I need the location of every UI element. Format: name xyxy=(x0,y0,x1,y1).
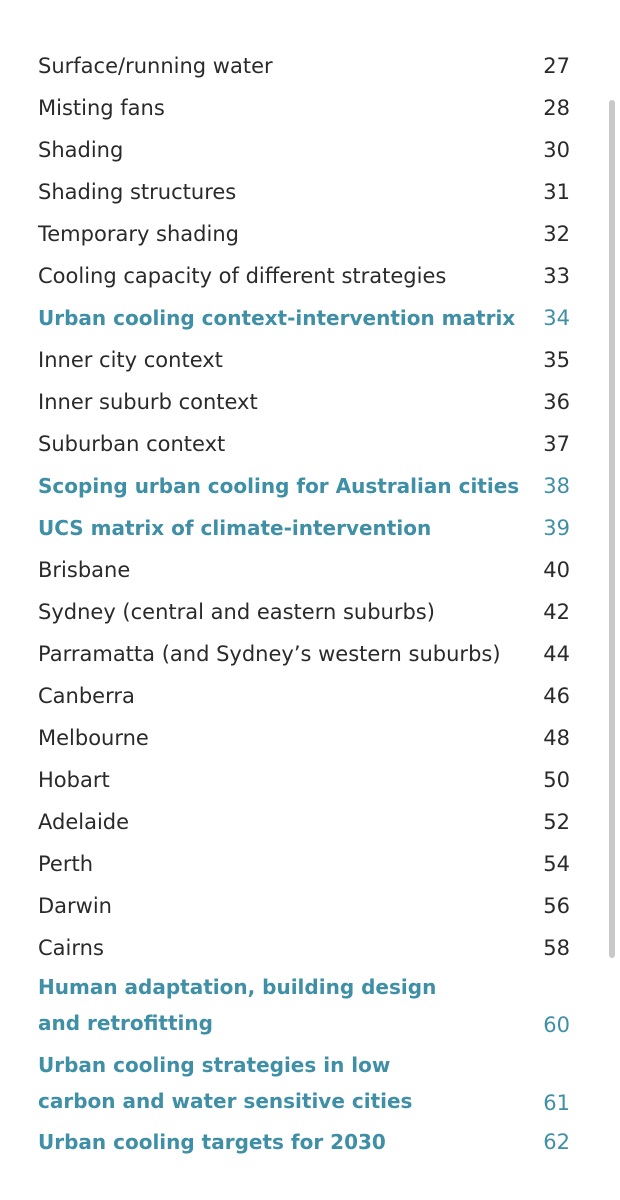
toc-entry-title: Darwin xyxy=(38,894,112,918)
toc-entry-title: Shading structures xyxy=(38,180,237,204)
toc-entry[interactable]: Brisbane 40 xyxy=(38,549,572,591)
toc-entry-title: Cooling capacity of different strategies xyxy=(38,264,447,288)
toc-entry-page: 52 xyxy=(543,810,570,834)
toc-entry-page: 32 xyxy=(543,222,570,246)
toc-section-title: Urban cooling targets for 2030 xyxy=(38,1130,386,1154)
toc-entry[interactable]: Inner suburb context 36 xyxy=(38,381,572,423)
toc-entry-title: Surface/running water xyxy=(38,54,273,78)
toc-entry-page: 35 xyxy=(543,348,570,372)
toc-entry-title: Misting fans xyxy=(38,96,165,120)
toc-entry-page: 31 xyxy=(543,180,570,204)
toc-entry-page: 40 xyxy=(543,558,570,582)
toc-section-title: Human adaptation, building design and re… xyxy=(38,975,437,1035)
toc-entry[interactable]: Canberra 46 xyxy=(38,675,572,717)
toc-entry-title: Hobart xyxy=(38,768,110,792)
toc-section-title: Urban cooling context-intervention matri… xyxy=(38,306,516,330)
toc-entry-title: Temporary shading xyxy=(38,222,239,246)
toc-entry-title: Cairns xyxy=(38,936,104,960)
toc-entry[interactable]: Inner city context 35 xyxy=(38,339,572,381)
toc-entry-page: 50 xyxy=(543,768,570,792)
toc-entry-page: 42 xyxy=(543,600,570,624)
toc-section-page: 60 xyxy=(543,1013,570,1037)
toc-entry-page: 48 xyxy=(543,726,570,750)
toc-entry[interactable]: Darwin 56 xyxy=(38,885,572,927)
toc-entry[interactable]: Perth 54 xyxy=(38,843,572,885)
toc-entry[interactable]: Cooling capacity of different strategies… xyxy=(38,255,572,297)
toc-section-title: Scoping urban cooling for Australian cit… xyxy=(38,474,520,498)
toc-entry-title: Canberra xyxy=(38,684,135,708)
toc-entry[interactable]: Shading structures 31 xyxy=(38,171,572,213)
toc-entry[interactable]: Misting fans 28 xyxy=(38,87,572,129)
toc-entry-page: 54 xyxy=(543,852,570,876)
toc-section-page: 34 xyxy=(543,306,570,330)
toc-entry[interactable]: Sydney (central and eastern suburbs) 42 xyxy=(38,591,572,633)
toc-entry-page: 46 xyxy=(543,684,570,708)
toc-section-heading[interactable]: Urban cooling targets for 2030 62 xyxy=(38,1121,572,1163)
toc-section-page: 38 xyxy=(543,474,570,498)
toc-entry-page: 36 xyxy=(543,390,570,414)
toc-entry[interactable]: Melbourne 48 xyxy=(38,717,572,759)
toc-entry[interactable]: Hobart 50 xyxy=(38,759,572,801)
toc-section-title: UCS matrix of climate-intervention xyxy=(38,516,432,540)
toc-entry[interactable]: Shading 30 xyxy=(38,129,572,171)
toc-entry-title: Adelaide xyxy=(38,810,130,834)
toc-entry-page: 27 xyxy=(543,54,570,78)
scrollbar[interactable] xyxy=(609,100,615,958)
toc-section-heading[interactable]: Urban cooling context-intervention matri… xyxy=(38,297,572,339)
toc-section-page: 39 xyxy=(543,516,570,540)
toc-entry-page: 56 xyxy=(543,894,570,918)
toc-section-page: 61 xyxy=(543,1091,570,1115)
toc-section-heading[interactable]: Human adaptation, building design and re… xyxy=(38,969,572,1045)
toc-entry[interactable]: Surface/running water 27 xyxy=(38,45,572,87)
toc-entry-page: 44 xyxy=(543,642,570,666)
toc-entry-title: Shading xyxy=(38,138,124,162)
toc-entry[interactable]: Temporary shading 32 xyxy=(38,213,572,255)
toc-entry-page: 33 xyxy=(543,264,570,288)
toc-entry-title: Inner suburb context xyxy=(38,390,258,414)
toc-entry[interactable]: Suburban context 37 xyxy=(38,423,572,465)
toc-entry-page: 30 xyxy=(543,138,570,162)
toc-entry-title: Sydney (central and eastern suburbs) xyxy=(38,600,435,624)
toc-entry-title: Inner city context xyxy=(38,348,223,372)
toc-entry-title: Brisbane xyxy=(38,558,131,582)
toc-entry[interactable]: Cairns 58 xyxy=(38,927,572,969)
toc-section-heading[interactable]: Urban cooling strategies in low carbon a… xyxy=(38,1047,572,1123)
toc-section-heading[interactable]: UCS matrix of climate-intervention 39 xyxy=(38,507,572,549)
toc-entry-page: 28 xyxy=(543,96,570,120)
toc-entry[interactable]: Parramatta (and Sydney’s western suburbs… xyxy=(38,633,572,675)
toc-entry-page: 58 xyxy=(543,936,570,960)
toc-entry-title: Perth xyxy=(38,852,94,876)
toc-entry[interactable]: Adelaide 52 xyxy=(38,801,572,843)
toc-section-heading[interactable]: Scoping urban cooling for Australian cit… xyxy=(38,465,572,507)
toc-entry-title: Melbourne xyxy=(38,726,149,750)
toc-entry-title: Parramatta (and Sydney’s western suburbs… xyxy=(38,642,501,666)
toc-section-title: Urban cooling strategies in low carbon a… xyxy=(38,1053,413,1113)
toc-entry-title: Suburban context xyxy=(38,432,226,456)
toc-section-page: 62 xyxy=(543,1130,570,1154)
toc-entry-page: 37 xyxy=(543,432,570,456)
